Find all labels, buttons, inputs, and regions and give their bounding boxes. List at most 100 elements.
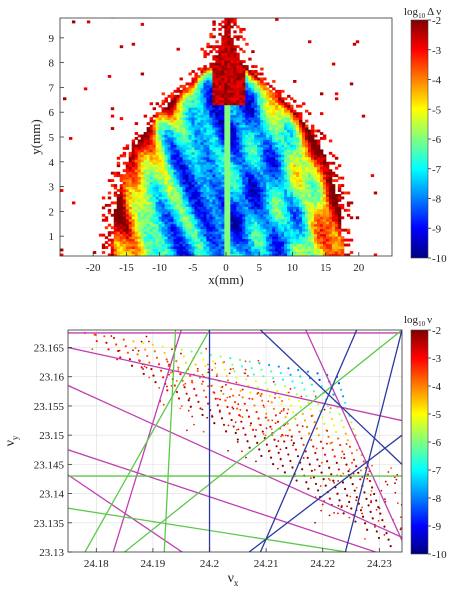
heatmap-cell — [197, 104, 201, 108]
heatmap-cell — [182, 246, 186, 249]
top-x-tick-label: 10 — [287, 262, 299, 274]
heatmap-cell — [305, 238, 309, 242]
heatmap-cell — [248, 72, 252, 76]
heatmap-cell — [176, 149, 180, 153]
heatmap-cell — [209, 32, 213, 36]
heatmap-cell — [179, 243, 183, 247]
heatmap-cell — [200, 251, 204, 254]
heatmap-cell — [86, 20, 91, 24]
heatmap-cell — [215, 55, 219, 59]
heatmap-cell — [310, 223, 315, 227]
heatmap-cell — [191, 97, 195, 101]
heatmap-cell — [269, 218, 273, 222]
heatmap-cell — [164, 117, 168, 121]
heatmap-cell — [167, 201, 171, 205]
heatmap-cell — [328, 221, 333, 225]
heatmap-cell — [242, 166, 246, 170]
heatmap-cell — [224, 92, 228, 96]
heatmap-cell — [149, 164, 154, 168]
heatmap-cell — [269, 104, 273, 108]
heatmap-cell — [287, 94, 291, 98]
heatmap-cell — [203, 198, 207, 202]
heatmap-cell — [149, 191, 154, 195]
heatmap-cell — [263, 137, 267, 140]
heatmap-cell — [236, 194, 240, 197]
heatmap-cell — [239, 82, 243, 86]
heatmap-cell — [209, 221, 213, 225]
heatmap-cell — [194, 226, 198, 230]
heatmap-cell — [302, 231, 306, 235]
heatmap-cell — [242, 196, 246, 200]
heatmap-cell — [224, 246, 228, 249]
heatmap-cell — [302, 246, 306, 249]
heatmap-cell — [209, 216, 213, 220]
heatmap-cell — [230, 139, 234, 143]
heatmap-cell — [179, 191, 183, 195]
heatmap-cell — [308, 159, 312, 163]
heatmap-cell — [170, 154, 174, 158]
heatmap-cell — [230, 164, 234, 168]
heatmap-cell — [173, 112, 177, 116]
heatmap-cell — [224, 114, 228, 118]
heatmap-cell — [191, 156, 195, 160]
heatmap-cell — [230, 132, 234, 135]
heatmap-cell — [299, 114, 303, 118]
heatmap-cell — [254, 211, 258, 215]
heatmap-cell — [194, 139, 198, 143]
heatmap-cell — [167, 141, 171, 145]
heatmap-cell — [251, 218, 255, 222]
heatmap-cell — [212, 179, 216, 183]
heatmap-cell — [233, 72, 237, 76]
heatmap-cell — [254, 191, 258, 195]
heatmap-cell — [155, 139, 160, 143]
heatmap-cell — [128, 218, 133, 222]
heatmap-cell — [128, 223, 133, 227]
heatmap-cell — [131, 213, 136, 217]
heatmap-cell — [128, 213, 133, 217]
heatmap-cell — [128, 169, 133, 173]
heatmap-cell — [182, 144, 186, 148]
heatmap-cell — [257, 92, 261, 96]
heatmap-cell — [221, 70, 225, 73]
heatmap-cell — [137, 171, 142, 175]
heatmap-cell — [221, 228, 225, 232]
heatmap-cell — [116, 248, 121, 252]
heatmap-cell — [206, 241, 210, 245]
heatmap-cell — [248, 206, 252, 210]
heatmap-cell — [308, 196, 312, 200]
heatmap-cell — [131, 246, 136, 249]
heatmap-cell — [146, 151, 151, 155]
heatmap-cell — [188, 181, 192, 185]
heatmap-cell — [290, 156, 294, 160]
heatmap-cell — [313, 213, 318, 217]
heatmap-cell — [188, 144, 192, 148]
heatmap-cell — [119, 233, 124, 237]
heatmap-cell — [328, 161, 333, 165]
heatmap-cell — [125, 238, 130, 242]
heatmap-cell — [140, 179, 145, 183]
heatmap-cell — [313, 246, 318, 249]
heatmap-cell — [254, 132, 258, 135]
heatmap-cell — [305, 169, 309, 173]
heatmap-cell — [278, 181, 282, 185]
heatmap-cell — [140, 233, 145, 237]
heatmap-cell — [254, 208, 258, 212]
heatmap-cell — [161, 154, 165, 158]
heatmap-cell — [308, 208, 312, 212]
heatmap-cell — [290, 129, 294, 133]
heatmap-cell — [281, 228, 285, 232]
heatmap-cell — [206, 117, 210, 121]
heatmap-cell — [185, 146, 189, 150]
heatmap-cell — [212, 248, 216, 252]
heatmap-cell — [122, 194, 127, 197]
heatmap-cell — [173, 146, 177, 150]
heatmap-cell — [155, 253, 160, 256]
heatmap-cell — [167, 132, 171, 135]
heatmap-cell — [146, 196, 151, 200]
heatmap-cell — [245, 246, 249, 249]
heatmap-cell — [275, 176, 279, 180]
heatmap-cell — [203, 223, 207, 227]
heatmap-cell — [173, 159, 177, 163]
heatmap-cell — [194, 169, 198, 173]
heatmap-cell — [164, 226, 168, 230]
